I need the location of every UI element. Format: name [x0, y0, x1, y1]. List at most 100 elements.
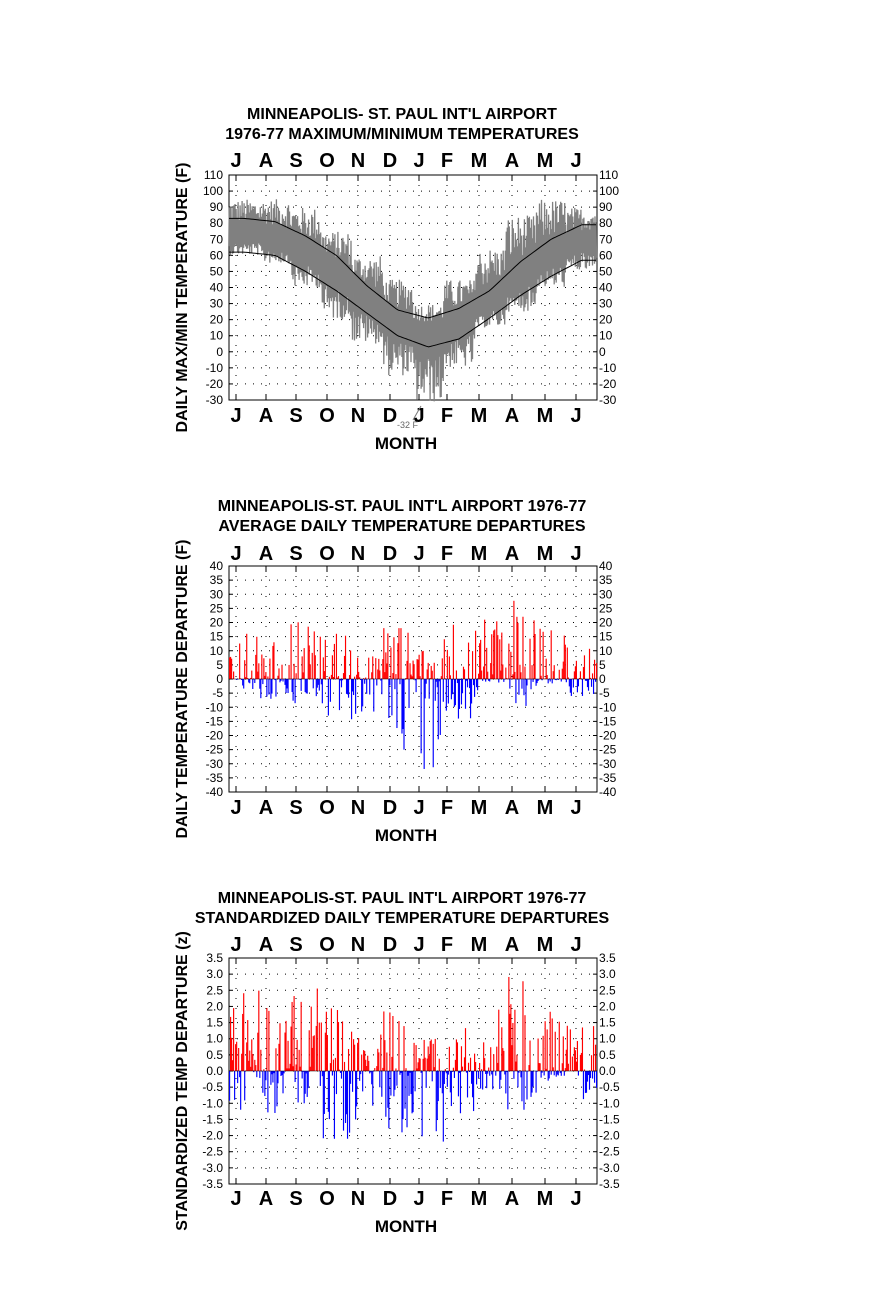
negative-departure-bar [436, 679, 438, 688]
negative-departure-bar [271, 1071, 273, 1075]
positive-departure-bar [312, 1036, 314, 1071]
negative-departure-bar [279, 679, 281, 683]
negative-departure-bar [471, 1071, 474, 1098]
negative-departure-bar [307, 1071, 309, 1089]
month-label-top: A [505, 150, 519, 172]
positive-departure-bar [494, 629, 496, 679]
y-tick-label-left: 25 [210, 601, 224, 615]
y-tick-label-right: 30 [599, 297, 613, 311]
y-tick-label-right: 5 [599, 658, 606, 672]
negative-departure-bar [513, 1071, 515, 1079]
negative-departure-bar [434, 679, 436, 701]
positive-departure-bar [433, 1067, 435, 1071]
y-tick-label-right: 20 [599, 313, 613, 327]
positive-departure-bar [493, 1054, 495, 1071]
positive-departure-bar [375, 658, 377, 679]
positive-departure-bar [512, 674, 514, 679]
negative-departure-bar [436, 1071, 438, 1121]
positive-departure-bar [398, 1021, 400, 1071]
chart-subtitle: AVERAGE DAILY TEMPERATURE DEPARTURES [218, 518, 585, 535]
negative-departure-bar [570, 679, 572, 696]
positive-departure-bar [371, 672, 373, 679]
negative-departure-bar [482, 1071, 484, 1090]
positive-departure-bar [285, 1020, 287, 1071]
y-tick-label-right: 35 [599, 573, 613, 587]
positive-departure-bar [331, 655, 333, 679]
negative-departure-bar [236, 679, 238, 680]
positive-departure-bar [310, 1006, 312, 1071]
positive-departure-bar [460, 1046, 463, 1071]
negative-departure-bar [381, 1071, 383, 1097]
negative-departure-bar [294, 679, 296, 704]
negative-departure-bar [371, 1071, 373, 1085]
y-tick-label-left: 80 [210, 216, 224, 230]
positive-departure-bar [431, 670, 433, 679]
month-label-bottom: S [289, 405, 302, 427]
positive-departure-bar [480, 639, 482, 679]
negative-departure-bar [437, 679, 439, 740]
y-tick-label-left: -1.5 [202, 1112, 223, 1126]
positive-departure-bar [313, 1035, 315, 1071]
negative-departure-bar [272, 1071, 274, 1083]
negative-departure-bar [381, 679, 383, 695]
positive-departure-bar [308, 1030, 310, 1071]
negative-departure-bar [229, 1071, 231, 1101]
negative-departure-bar [526, 1071, 528, 1100]
positive-departure-bar [440, 676, 442, 679]
positive-departure-bar [344, 635, 347, 679]
negative-departure-bar [477, 679, 479, 691]
positive-departure-bar [354, 1044, 356, 1071]
negative-departure-bar [466, 1071, 469, 1098]
positive-departure-bar [456, 1042, 459, 1071]
y-tick-label-left: 90 [210, 200, 224, 214]
positive-departure-bar [238, 1048, 240, 1071]
negative-departure-bar [594, 679, 597, 682]
positive-departure-bar [383, 1011, 385, 1071]
month-label-bottom: M [537, 797, 554, 819]
negative-departure-bar [262, 679, 264, 685]
positive-departure-bar [337, 1022, 340, 1071]
y-tick-label-right: 0 [599, 672, 606, 686]
positive-departure-bar [255, 1065, 257, 1071]
negative-departure-bar [401, 679, 403, 734]
positive-departure-bar [358, 1038, 360, 1071]
negative-departure-bar [359, 1071, 361, 1081]
x-axis-label: MONTH [375, 434, 437, 453]
negative-departure-bar [280, 679, 282, 681]
y-tick-label-left: 2.5 [206, 983, 223, 997]
positive-departure-bar [503, 1050, 505, 1071]
y-tick-label-right: 0 [599, 345, 606, 359]
positive-departure-bar [403, 1026, 405, 1071]
positive-departure-bar [247, 1020, 249, 1071]
positive-departure-bar [488, 1067, 490, 1071]
month-label-bottom: F [441, 1188, 453, 1210]
month-label-bottom: J [413, 405, 424, 427]
normal-max-line [229, 217, 596, 319]
negative-departure-bar [352, 679, 354, 692]
negative-departure-bar [438, 679, 440, 682]
month-label-top: J [413, 934, 424, 956]
chart-title: MINNEAPOLIS-ST. PAUL INT'L AIRPORT 1976-… [218, 498, 587, 515]
negative-departure-bar [253, 1071, 255, 1073]
negative-departure-bar [342, 1071, 345, 1131]
positive-departure-bar [475, 1062, 477, 1071]
positive-departure-bar [233, 671, 235, 679]
positive-departure-bar [576, 1041, 578, 1071]
positive-departure-bar [229, 657, 231, 679]
positive-departure-bar [347, 1049, 350, 1071]
negative-departure-bar [256, 1071, 258, 1078]
positive-departure-bar [376, 1066, 378, 1071]
positive-departure-bar [247, 678, 249, 679]
positive-departure-bar [387, 633, 389, 679]
positive-departure-bar [572, 1070, 574, 1071]
y-tick-label-left: 0.5 [206, 1048, 223, 1062]
negative-departure-bar [248, 679, 250, 683]
negative-departure-bar [274, 679, 276, 681]
negative-departure-bar [469, 679, 472, 719]
chart-subtitle: 1976-77 MAXIMUM/MINIMUM TEMPERATURES [225, 126, 579, 143]
y-tick-label-right: 40 [599, 281, 613, 295]
y-tick-label-left: 60 [210, 248, 224, 262]
negative-departure-bar [287, 679, 289, 694]
positive-departure-bar [520, 672, 522, 679]
positive-departure-bar [343, 1061, 346, 1071]
